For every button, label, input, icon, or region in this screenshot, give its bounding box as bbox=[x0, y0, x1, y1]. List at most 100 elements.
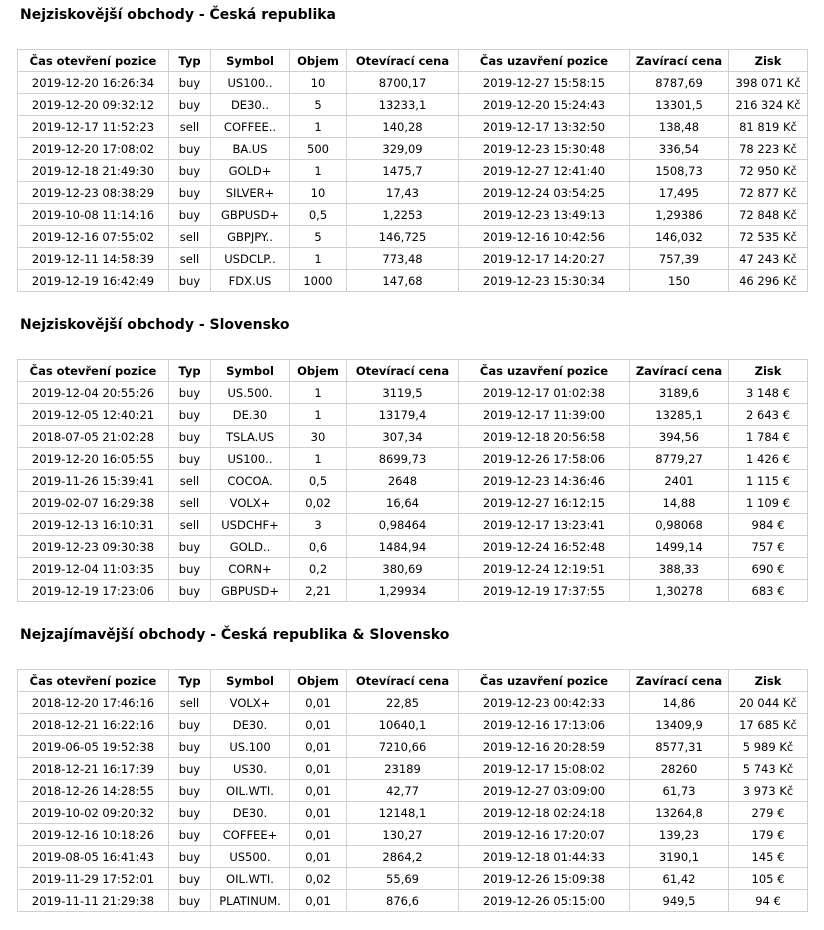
table-cell: 1 bbox=[289, 381, 347, 404]
table-cell: buy bbox=[168, 579, 211, 602]
table-cell: 1499,14 bbox=[629, 535, 729, 558]
table-cell: 1508,73 bbox=[629, 159, 729, 182]
table-cell: 2019-12-19 17:37:55 bbox=[458, 579, 630, 602]
header-cell: Symbol bbox=[210, 669, 290, 692]
table-row: 2019-12-16 10:18:26 buy COFFEE+ 0,01 130,27 2… bbox=[17, 823, 808, 846]
table-cell: 2019-12-16 17:13:06 bbox=[458, 713, 630, 736]
table-cell: 2648 bbox=[346, 469, 459, 492]
table-cell: 1 bbox=[289, 447, 347, 470]
header-cell: Otevírací cena bbox=[346, 49, 459, 72]
table-cell: 61,73 bbox=[629, 779, 729, 802]
table-cell: sell bbox=[168, 491, 211, 514]
table-cell: 2019-12-16 10:18:26 bbox=[17, 823, 169, 846]
table-cell: 0,2 bbox=[289, 557, 347, 580]
table-cell: 17,495 bbox=[629, 181, 729, 204]
table-cell: 1,29386 bbox=[629, 203, 729, 226]
table-cell: US30. bbox=[210, 757, 290, 780]
table-cell: 2019-12-16 07:55:02 bbox=[17, 225, 169, 248]
table-cell: 3189,6 bbox=[629, 381, 729, 404]
table-cell: 2401 bbox=[629, 469, 729, 492]
table-cell: 2019-12-23 08:38:29 bbox=[17, 181, 169, 204]
table-cell: buy bbox=[168, 757, 211, 780]
table-cell: 8700,17 bbox=[346, 71, 459, 94]
table-cell: sell bbox=[168, 513, 211, 536]
table-cell: 8787,69 bbox=[629, 71, 729, 94]
table-cell: COCOA. bbox=[210, 469, 290, 492]
table-cell: 2019-12-17 13:23:41 bbox=[458, 513, 630, 536]
table-row: 2019-12-11 14:58:39 sell USDCLP.. 1 773,48 20… bbox=[17, 247, 808, 270]
header-cell: Otevírací cena bbox=[346, 669, 459, 692]
table-cell: 1484,94 bbox=[346, 535, 459, 558]
table-cell: PLATINUM. bbox=[210, 889, 290, 912]
section: Nejzajímavější obchody - Česká republika… bbox=[0, 620, 824, 930]
table-cell: 0,02 bbox=[289, 867, 347, 890]
table-cell: 0,01 bbox=[289, 735, 347, 758]
table-cell: 12148,1 bbox=[346, 801, 459, 824]
table-cell: buy bbox=[168, 403, 211, 426]
header-row: Čas otevření pozice Typ Symbol Objem Otevíra… bbox=[17, 359, 808, 382]
table-cell: buy bbox=[168, 71, 211, 94]
table-row: 2019-12-20 09:32:12 buy DE30.. 5 13233,1 2019… bbox=[17, 93, 808, 116]
table-cell: 13179,4 bbox=[346, 403, 459, 426]
table-cell: 2019-12-05 12:40:21 bbox=[17, 403, 169, 426]
header-row: Čas otevření pozice Typ Symbol Objem Otevíra… bbox=[17, 49, 808, 72]
table-cell: 0,98464 bbox=[346, 513, 459, 536]
table-cell: buy bbox=[168, 801, 211, 824]
table-cell: 138,48 bbox=[629, 115, 729, 138]
table-cell: 2019-12-20 09:32:12 bbox=[17, 93, 169, 116]
table-cell: 0,5 bbox=[289, 203, 347, 226]
table-cell: 2018-07-05 21:02:28 bbox=[17, 425, 169, 448]
table-cell: sell bbox=[168, 691, 211, 714]
table-cell: 876,6 bbox=[346, 889, 459, 912]
table-cell: 2,21 bbox=[289, 579, 347, 602]
table-cell: 10 bbox=[289, 181, 347, 204]
table-cell: buy bbox=[168, 867, 211, 890]
table-row: 2019-06-05 19:52:38 buy US.100 0,01 7210,66 2… bbox=[17, 735, 808, 758]
header-cell: Zavírací cena bbox=[629, 669, 729, 692]
table-cell: 2019-12-23 00:42:33 bbox=[458, 691, 630, 714]
table-cell: 2019-12-27 16:12:15 bbox=[458, 491, 630, 514]
table-cell: 2019-10-08 11:14:16 bbox=[17, 203, 169, 226]
header-cell: Zisk bbox=[728, 669, 808, 692]
table-cell: 147,68 bbox=[346, 269, 459, 292]
table-row: 2019-11-29 17:52:01 buy OIL.WTI. 0,02 55,69 2… bbox=[17, 867, 808, 890]
table-cell: 394,56 bbox=[629, 425, 729, 448]
table-cell: 7210,66 bbox=[346, 735, 459, 758]
table-cell: 2018-12-21 16:17:39 bbox=[17, 757, 169, 780]
table-cell: 2019-12-19 17:23:06 bbox=[17, 579, 169, 602]
table-cell: 28260 bbox=[629, 757, 729, 780]
table-cell: 2019-12-19 16:42:49 bbox=[17, 269, 169, 292]
table-cell: 146,032 bbox=[629, 225, 729, 248]
table-cell: buy bbox=[168, 779, 211, 802]
table-row: 2019-12-17 11:52:23 sell COFFEE.. 1 140,28 20… bbox=[17, 115, 808, 138]
header-cell: Čas uzavření pozice bbox=[458, 669, 630, 692]
table-cell: 2019-12-18 02:24:18 bbox=[458, 801, 630, 824]
table-cell: buy bbox=[168, 889, 211, 912]
table-cell: 500 bbox=[289, 137, 347, 160]
table-cell: 42,77 bbox=[346, 779, 459, 802]
table-cell: buy bbox=[168, 137, 211, 160]
table-cell: 2019-12-23 13:49:13 bbox=[458, 203, 630, 226]
header-cell: Čas otevření pozice bbox=[17, 359, 169, 382]
table-cell: 773,48 bbox=[346, 247, 459, 270]
table-cell: 0,98068 bbox=[629, 513, 729, 536]
section: Nejziskovější obchody - Slovensko Čas ote… bbox=[0, 310, 824, 620]
table-cell: 1475,7 bbox=[346, 159, 459, 182]
table-cell: CORN+ bbox=[210, 557, 290, 580]
table-cell: 984 € bbox=[728, 513, 808, 536]
table-cell: 949,5 bbox=[629, 889, 729, 912]
table-cell: 13264,8 bbox=[629, 801, 729, 824]
table-cell: 140,28 bbox=[346, 115, 459, 138]
table-cell: 105 € bbox=[728, 867, 808, 890]
table-cell: 2019-12-20 15:24:43 bbox=[458, 93, 630, 116]
table-cell: 16,64 bbox=[346, 491, 459, 514]
table-row: 2019-12-19 17:23:06 buy GBPUSD+ 2,21 1,29934… bbox=[17, 579, 808, 602]
header-cell: Typ bbox=[168, 359, 211, 382]
table-body: 2019-12-20 16:26:34 buy US100.. 10 8700,17 20… bbox=[17, 71, 808, 292]
table-cell: 0,01 bbox=[289, 845, 347, 868]
table-cell: USDCLP.. bbox=[210, 247, 290, 270]
table-cell: 2019-12-27 15:58:15 bbox=[458, 71, 630, 94]
table-cell: 78 223 Kč bbox=[728, 137, 808, 160]
table-row: 2018-07-05 21:02:28 buy TSLA.US 30 307,34 201… bbox=[17, 425, 808, 448]
